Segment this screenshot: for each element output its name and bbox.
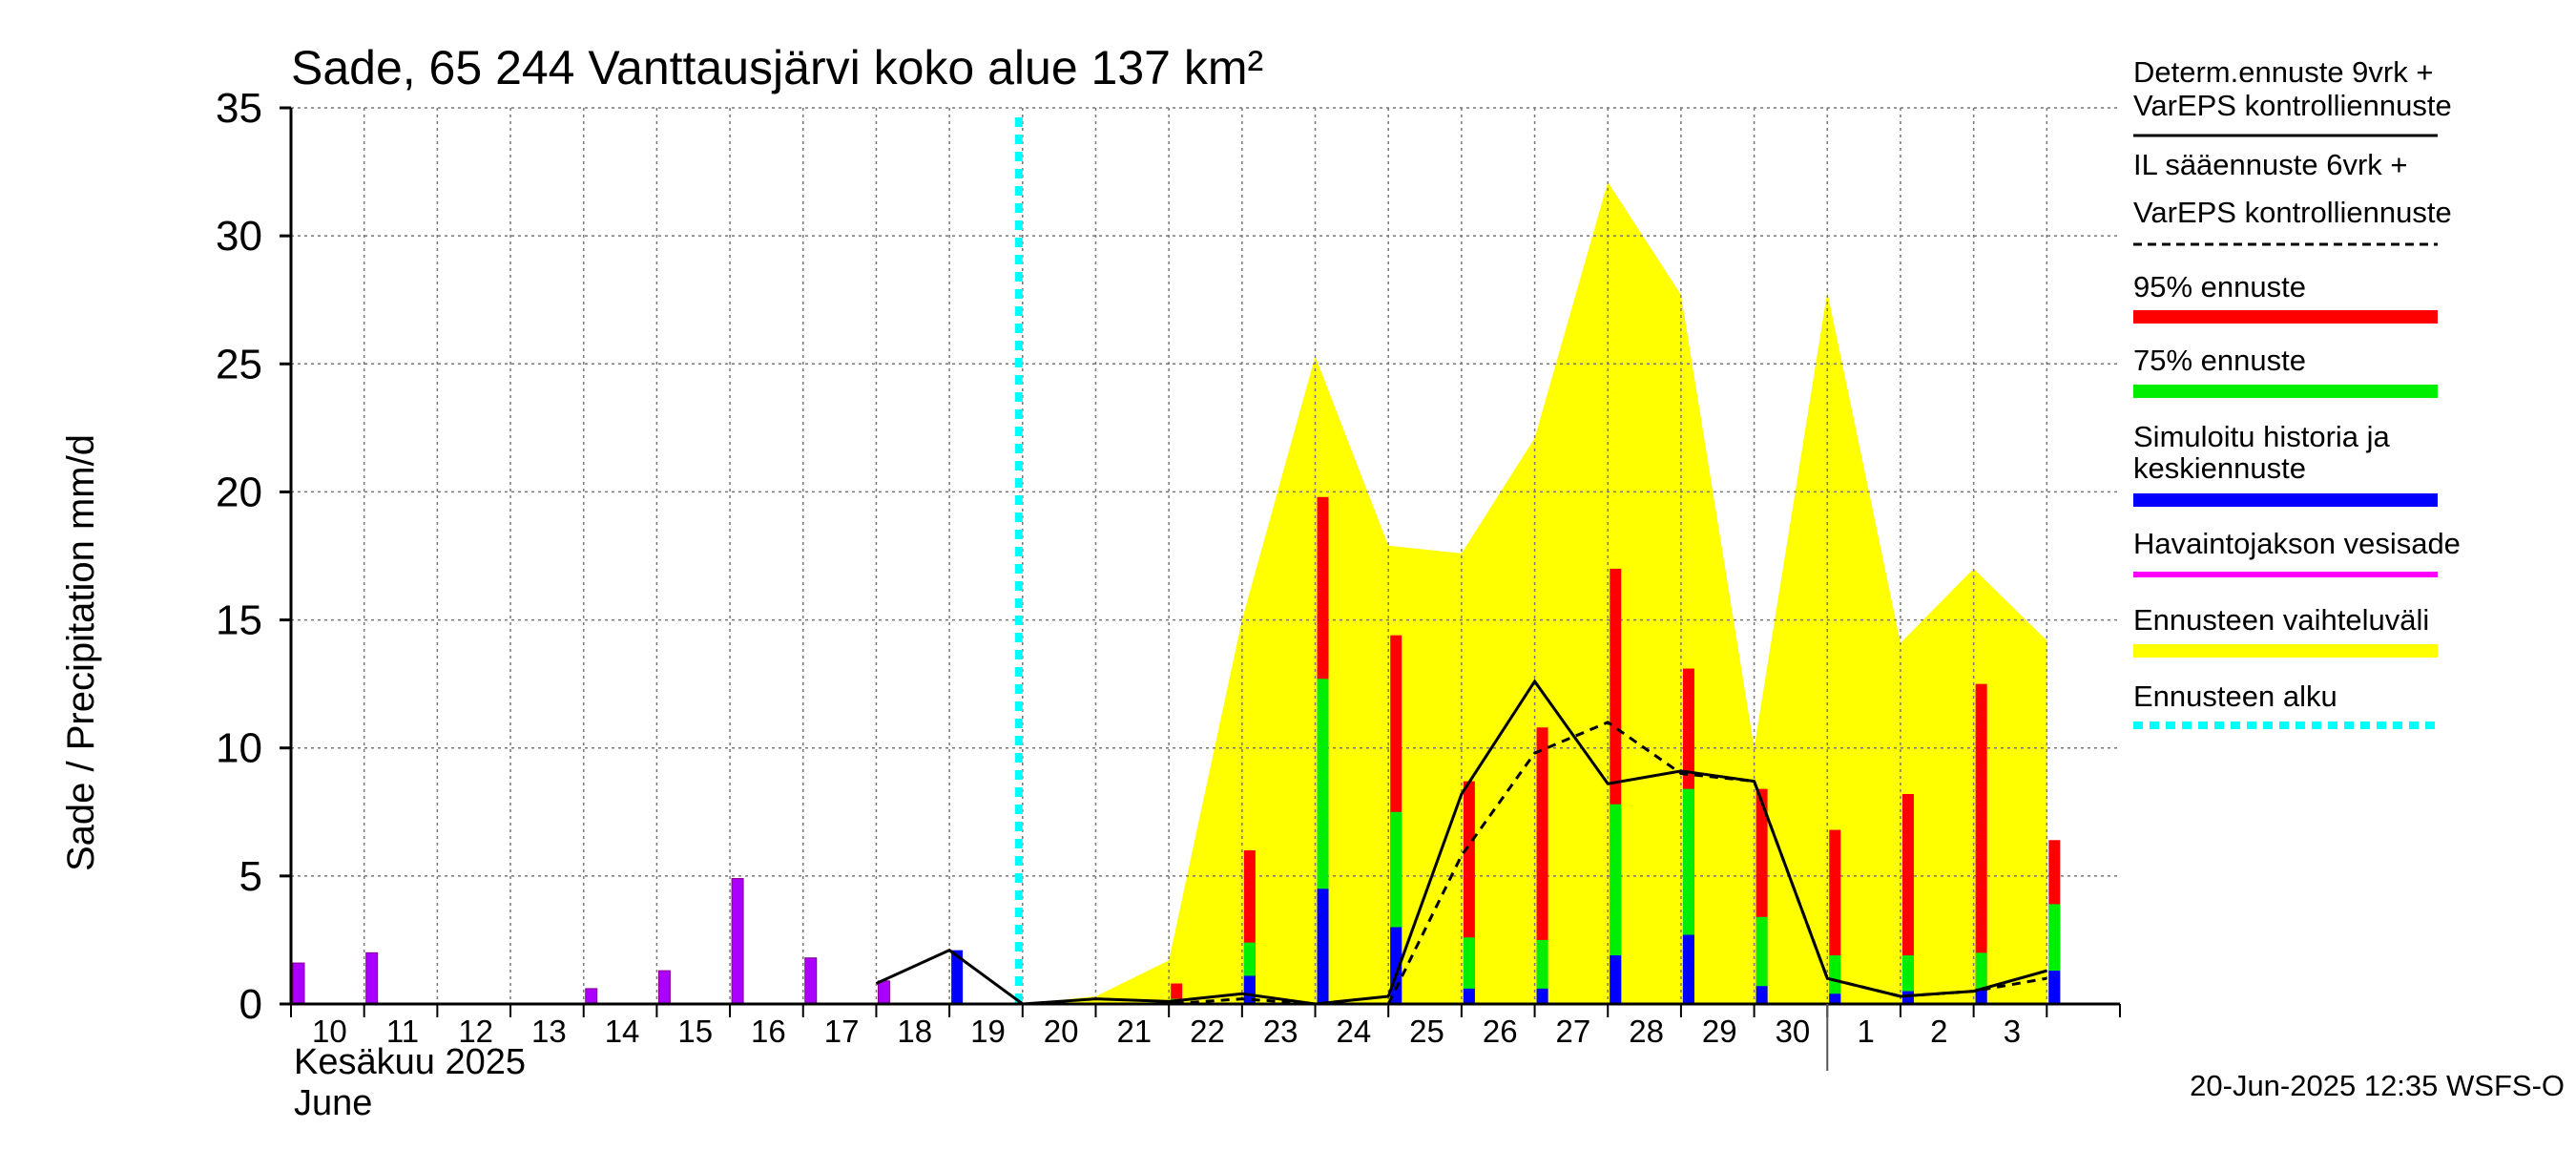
x-tick-label: 2 [1930, 1014, 1947, 1049]
legend-label: 95% ennuste [2133, 270, 2306, 303]
y-tick-label: 35 [216, 85, 262, 132]
observed-precipitation-bar [585, 988, 598, 1005]
x-tick-label: 11 [386, 1014, 419, 1049]
p95-forecast-bar [1536, 727, 1548, 1004]
x-tick-label: 1 [1857, 1014, 1874, 1049]
x-tick-label: 27 [1556, 1014, 1591, 1049]
legend-label: Determ.ennuste 9vrk + [2133, 55, 2433, 89]
x-tick-label: 20 [1044, 1014, 1079, 1049]
x-tick-label: 3 [2004, 1014, 2021, 1049]
legend-label: Havaintojakson vesisade [2133, 527, 2461, 560]
chart-title: Sade, 65 244 Vanttausjärvi koko alue 137… [291, 41, 1263, 94]
x-tick-label: 25 [1409, 1014, 1444, 1049]
legend: Determ.ennuste 9vrk +VarEPS kontrollienn… [2133, 55, 2461, 729]
y-tick-label: 20 [216, 469, 262, 515]
x-tick-label: 10 [312, 1014, 347, 1049]
month-label-english: June [294, 1083, 372, 1123]
x-tick-label: 17 [824, 1014, 860, 1049]
y-tick-label: 10 [216, 725, 262, 772]
observed-precipitation-bar [657, 970, 671, 1005]
median-forecast-bar [1682, 934, 1694, 1004]
median-forecast-bar [1755, 986, 1768, 1004]
y-tick-label: 30 [216, 213, 262, 260]
legend-label: VarEPS kontrolliennuste [2133, 89, 2452, 122]
il-forecast-line [1022, 721, 2047, 1006]
observed-precipitation-bar [292, 962, 305, 1005]
x-tick-label: 19 [970, 1014, 1006, 1049]
y-tick-label: 0 [239, 981, 262, 1028]
forecast-range-area [1022, 181, 2047, 1004]
p75-forecast-bar [1463, 937, 1475, 1004]
p75-forecast-bar [1755, 916, 1768, 1004]
median-forecast-bar [1463, 988, 1475, 1004]
median-forecast-bar [1901, 991, 1914, 1004]
p75-forecast-bar [1536, 939, 1548, 1004]
x-tick-label: 21 [1116, 1014, 1152, 1049]
observed-precipitation-bar [877, 980, 890, 1005]
x-tick-label: 26 [1483, 1014, 1518, 1049]
y-tick-label: 5 [239, 853, 262, 900]
median-forecast-bar [1975, 988, 1987, 1004]
p75-forecast-bar [1610, 804, 1622, 1004]
median-forecast-bar [1610, 955, 1622, 1004]
legend-label: keskiennuste [2133, 451, 2306, 485]
p95-forecast-bar [1975, 683, 1987, 1004]
x-tick-label: 23 [1263, 1014, 1298, 1049]
month-label: Kesäkuu 2025 [294, 1042, 526, 1082]
y-axis-label: Sade / Precipitation mm/d [60, 434, 102, 871]
median-forecast-bar [1243, 975, 1256, 1004]
median-forecast-bar [2048, 971, 2061, 1004]
observed-precipitation-bar [731, 878, 744, 1005]
observed-precipitation-bar [365, 951, 379, 1005]
y-tick-label: 25 [216, 341, 262, 387]
legend-label: Ennusteen alku [2133, 680, 2337, 713]
x-tick-label: 13 [531, 1014, 567, 1049]
x-tick-label: 14 [605, 1014, 640, 1049]
legend-label: VarEPS kontrolliennuste [2133, 196, 2452, 229]
observed-precipitation-bar [804, 957, 818, 1005]
x-tick-label: 16 [751, 1014, 786, 1049]
x-tick-label: 30 [1776, 1014, 1811, 1049]
x-tick-label: 18 [897, 1014, 932, 1049]
x-tick-label: 15 [677, 1014, 713, 1049]
median-forecast-bar [1317, 889, 1329, 1004]
x-tick-label: 29 [1702, 1014, 1737, 1049]
simulated-history-bar [951, 950, 964, 1004]
x-tick-label: 28 [1629, 1014, 1664, 1049]
x-tick-label: 24 [1337, 1014, 1372, 1049]
timestamp-footer: 20-Jun-2025 12:35 WSFS-O [2190, 1069, 2565, 1102]
legend-label: Ennusteen vaihteluväli [2133, 603, 2429, 637]
legend-label: 75% ennuste [2133, 344, 2306, 377]
p95-forecast-bar [1901, 794, 1914, 1004]
legend-label: Simuloitu historia ja [2133, 420, 2391, 453]
x-tick-label: 22 [1190, 1014, 1225, 1049]
median-forecast-bar [1536, 988, 1548, 1004]
median-forecast-bar [1829, 993, 1841, 1004]
y-tick-label: 15 [216, 597, 262, 644]
x-tick-label: 12 [458, 1014, 493, 1049]
legend-label: IL sääennuste 6vrk + [2133, 148, 2408, 181]
